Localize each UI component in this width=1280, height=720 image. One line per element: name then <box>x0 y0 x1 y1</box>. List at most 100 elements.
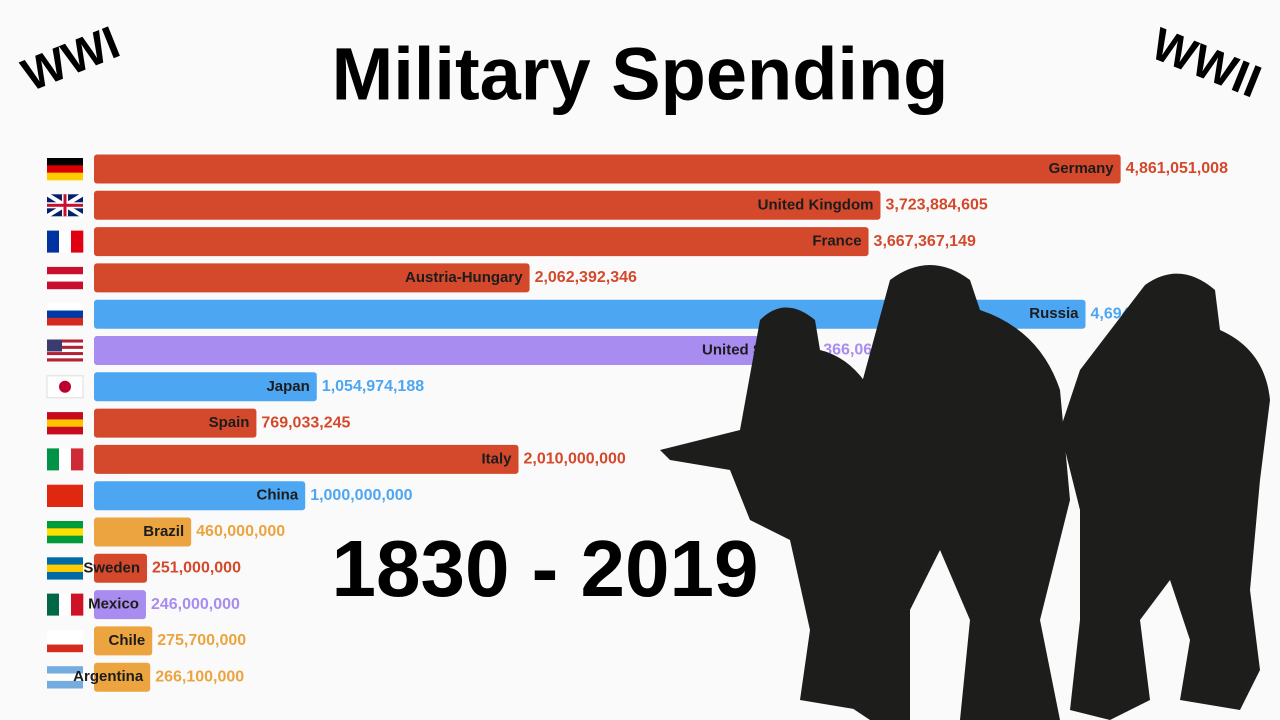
bar-label: Mexico <box>88 596 139 613</box>
flag-stripe <box>47 571 83 580</box>
flag-stripe <box>59 230 72 253</box>
flag-stripe <box>47 673 83 682</box>
bar <box>94 553 148 583</box>
bar-label: France <box>812 233 861 250</box>
flag-stripe <box>47 426 83 435</box>
bar-label: China <box>257 487 299 504</box>
value-label: 266,100,000 <box>155 668 244 685</box>
bar <box>94 517 192 547</box>
flag <box>47 629 83 653</box>
bar-label: Japan <box>266 378 309 395</box>
flag-stripe <box>71 448 84 471</box>
value-label: 3,723,884,605 <box>885 197 987 214</box>
value-label: 251,000,000 <box>152 560 241 577</box>
flag-stripe <box>47 419 83 428</box>
flag <box>47 158 83 181</box>
flag-stripe <box>59 448 72 471</box>
bar <box>94 372 317 402</box>
bar-label: Italy <box>481 450 512 467</box>
bar <box>94 662 151 692</box>
value-label: 1,000,000,000 <box>310 487 412 504</box>
flag <box>47 339 83 362</box>
bar-label: Spain <box>209 414 250 431</box>
flag-stripe <box>47 345 83 349</box>
flag-stripe <box>59 380 71 393</box>
flag <box>47 230 84 253</box>
bar <box>94 299 1086 329</box>
value-label: 2,010,000,000 <box>524 451 626 468</box>
bar-label: Germany <box>1049 160 1115 177</box>
flag-stripe <box>47 412 83 420</box>
flag-stripe <box>47 484 83 493</box>
flag-stripe <box>47 230 60 253</box>
bar <box>94 190 881 220</box>
value-label: 2,062,392,346 <box>535 269 637 286</box>
bar-label: Austria-Hungary <box>405 269 523 286</box>
bar <box>94 590 146 620</box>
flag-stripe <box>47 528 83 536</box>
flag-stripe <box>47 557 83 565</box>
flag-stripe <box>47 680 83 689</box>
bar-label: Russia <box>1029 305 1079 322</box>
flag-stripe <box>47 535 83 544</box>
flag-stripe <box>47 274 83 282</box>
flag-stripe <box>47 352 83 356</box>
flag <box>47 593 84 616</box>
soldiers-image <box>660 265 1270 720</box>
flag-stripe <box>71 230 84 253</box>
flag <box>45 192 85 219</box>
flag <box>46 375 84 399</box>
bar <box>94 227 869 257</box>
flag-stripe <box>47 593 60 616</box>
flag-stripe <box>47 629 83 638</box>
value-label: 769,033,245 <box>261 414 350 431</box>
bar <box>94 336 805 365</box>
flag <box>47 412 83 435</box>
flag-stripe <box>47 317 83 326</box>
flag-stripe <box>47 358 83 362</box>
flag-stripe <box>47 644 83 653</box>
flag-stripe <box>47 348 83 353</box>
bar <box>94 626 153 656</box>
bar-label: Chile <box>109 632 146 649</box>
flag-stripe <box>47 666 83 674</box>
flag-stripe <box>47 492 83 500</box>
flag-stripe <box>47 339 62 352</box>
flag-stripe <box>59 593 72 616</box>
bar <box>94 154 1121 184</box>
flag <box>47 484 83 507</box>
flag-stripe <box>47 521 83 529</box>
bar-label: United Kingdom <box>758 196 874 213</box>
flag <box>47 448 84 471</box>
flag-stripe <box>47 355 83 359</box>
flag-stripe <box>47 564 83 573</box>
flag <box>47 303 83 326</box>
flag-stripe <box>47 165 83 173</box>
value-label: 246,000,000 <box>151 596 240 613</box>
value-label: 275,700,000 <box>157 632 246 649</box>
value-label: 3,667,367,149 <box>874 233 976 250</box>
flag <box>47 521 83 544</box>
flag-stripe <box>47 499 83 507</box>
bar-label: Sweden <box>83 559 140 576</box>
flag-stripe <box>47 172 83 181</box>
subtitle: 1830 - 2019 <box>331 524 758 613</box>
value-label: 460,000,000 <box>196 523 285 540</box>
flag-stripe <box>47 281 83 290</box>
bar <box>94 263 530 293</box>
flag-stripe <box>47 448 60 471</box>
chart-title: Military Spending <box>332 33 949 116</box>
flag <box>47 666 83 689</box>
flag-stripe <box>47 342 83 346</box>
value-label: 4,861,051,008 <box>1126 160 1228 177</box>
bar-label: Argentina <box>73 668 144 685</box>
flag-stripe <box>47 637 83 645</box>
flag-stripe <box>47 266 83 275</box>
bars: Germany 4,861,051,008 United Kingdom 3,723,… <box>45 154 1228 692</box>
bar <box>94 408 257 438</box>
bar <box>94 481 306 511</box>
flag-stripe <box>47 303 83 311</box>
flag <box>47 266 83 290</box>
